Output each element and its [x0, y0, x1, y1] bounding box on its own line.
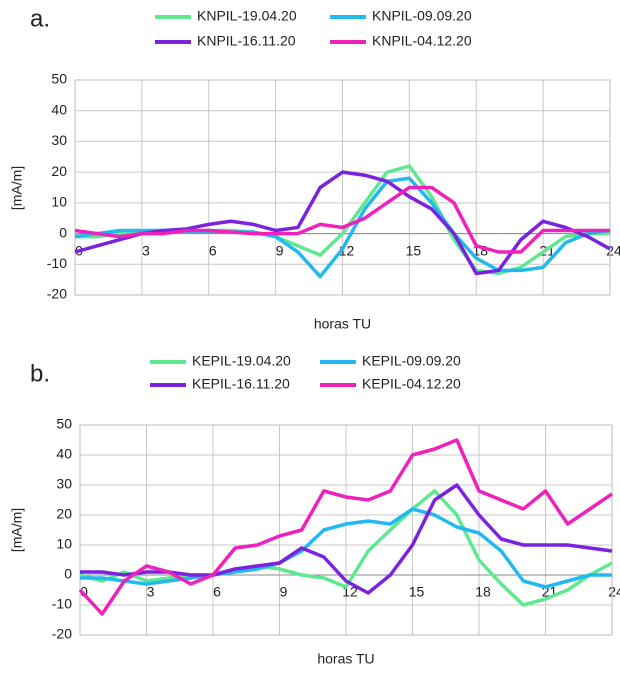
- data-line: [80, 507, 612, 589]
- x-tick-label: 15: [406, 242, 422, 258]
- y-tick-label: -10: [52, 596, 72, 612]
- y-tick-label: 0: [64, 566, 72, 582]
- legend-label: KEPIL-16.11.20: [192, 376, 290, 392]
- y-tick-label: 10: [51, 194, 67, 210]
- x-tick-label: 9: [276, 242, 284, 258]
- y-tick-label: 40: [51, 101, 67, 117]
- legend-label: KEPIL-09.09.20: [362, 353, 461, 369]
- y-tick-label: 30: [56, 476, 72, 492]
- y-tick-label: 30: [51, 132, 67, 148]
- y-tick-label: 20: [56, 506, 72, 522]
- legend-label: KNPIL-16.11.20: [197, 33, 296, 49]
- x-tick-label: 6: [213, 584, 221, 600]
- x-tick-label: 0: [80, 584, 88, 600]
- legend-label: KEPIL-19.04.20: [192, 353, 291, 369]
- x-tick-label: 18: [475, 584, 491, 600]
- y-tick-label: 20: [51, 163, 67, 179]
- y-tick-label: 0: [59, 224, 67, 240]
- y-axis-label: [mA/m]: [9, 166, 25, 210]
- data-line: [79, 489, 613, 607]
- legend-label: KNPIL-04.12.20: [372, 33, 472, 49]
- legend-label: KNPIL-09.09.20: [372, 8, 472, 24]
- data-line: [74, 185, 610, 254]
- y-tick-label: -20: [52, 626, 72, 642]
- data-line: [74, 170, 611, 276]
- x-tick-label: 3: [147, 584, 155, 600]
- x-tick-label: 24: [608, 584, 620, 600]
- x-axis-label: horas TU: [314, 316, 371, 332]
- y-tick-label: 50: [56, 416, 72, 432]
- legend-label: KEPIL-04.12.20: [362, 376, 461, 392]
- x-tick-label: 6: [209, 242, 217, 258]
- y-tick-label: 40: [56, 446, 72, 462]
- plot-frame: [79, 424, 613, 636]
- legend-label: KNPIL-19.04.20: [197, 8, 297, 24]
- x-tick-label: 9: [280, 584, 288, 600]
- data-line: [78, 438, 613, 616]
- panel-label: b.: [30, 360, 50, 387]
- plot-frame: [74, 79, 611, 296]
- y-axis-label: [mA/m]: [9, 508, 25, 552]
- x-tick-label: 15: [409, 584, 425, 600]
- x-axis-label: horas TU: [317, 651, 374, 667]
- y-tick-label: 10: [56, 536, 72, 552]
- panel-label: a.: [30, 5, 50, 32]
- x-tick-label: 24: [606, 242, 620, 258]
- x-tick-label: 3: [142, 242, 150, 258]
- y-tick-label: 50: [51, 71, 67, 87]
- y-tick-label: -20: [47, 286, 67, 302]
- y-tick-label: -10: [47, 255, 67, 271]
